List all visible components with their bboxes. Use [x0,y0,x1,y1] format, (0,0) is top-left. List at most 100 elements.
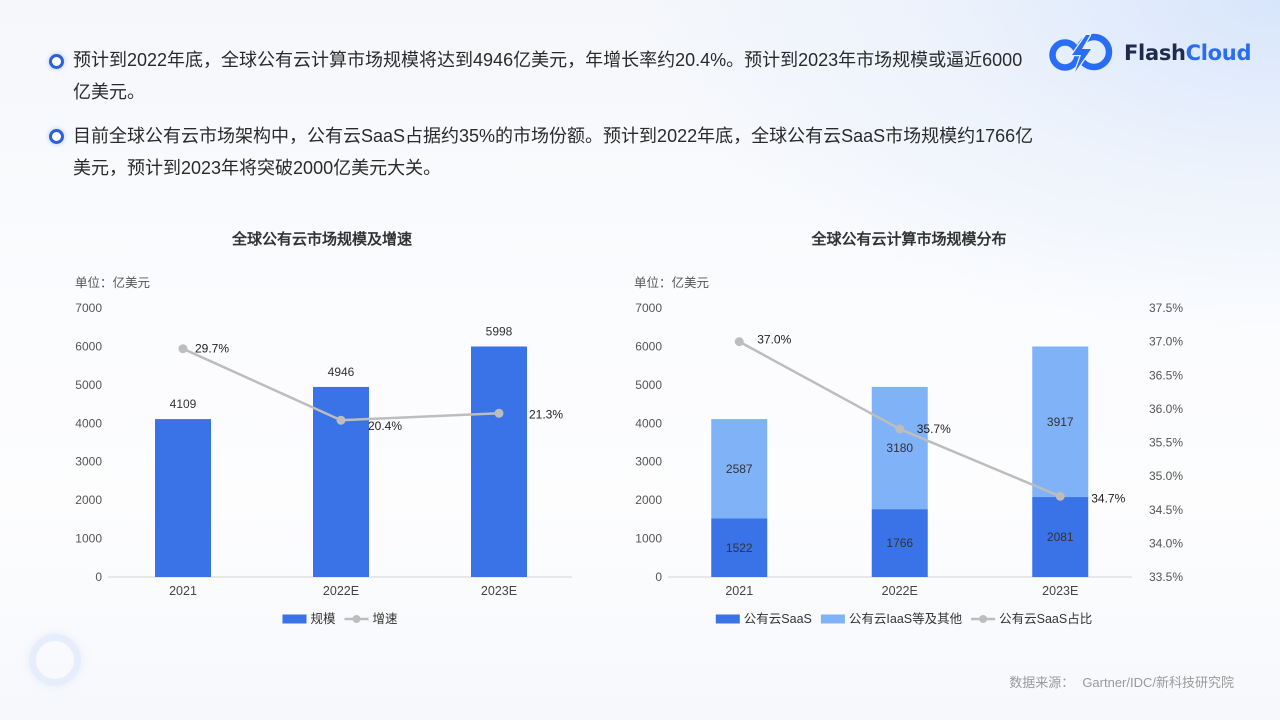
iaas-other-bar-2023e [1032,346,1089,498]
y-axis-tick-label: 5000 [635,378,662,392]
saas-bar-2023e [1032,497,1089,577]
y-axis-tick-label: 7000 [635,301,662,315]
iaas-other-value-label-2022e: 3180 [886,441,913,455]
x-axis-label-2021: 2021 [725,584,753,598]
legend-swatch [820,614,845,624]
saas-bar-2021 [711,518,768,577]
x-axis-label-2022e: 2022E [323,584,359,598]
y2-axis-tick-label: 33.5% [1149,570,1183,584]
data-labels: 1522 1766 2081 2587 3180 3917 37.0% 35.7% 34.7% [726,333,1126,555]
y-axis-tick-label: 4000 [75,416,102,430]
y2-axis-tick-label: 36.5% [1149,368,1183,382]
saas-share-point-2022e [895,424,905,434]
bullet-text: 预计到2022年底，全球公有云计算市场规模将达到4946亿美元，年增长率约20.… [73,50,1023,102]
y-axis-tick-label: 7000 [75,301,102,315]
decorative-ring [29,634,81,686]
y2-axis-tick-label: 36.0% [1149,402,1183,416]
y-axis-tick-label: 1000 [75,532,102,546]
saas-share-value-label-2021: 37.0% [757,333,791,347]
y2-axis-tick-label: 34.5% [1149,503,1183,517]
y2-axis-tick-label: 37.5% [1149,301,1183,315]
bullet-text: 目前全球公有云市场架构中，公有云SaaS占据约35%的市场份额。预计到2022年… [73,126,1034,178]
y2-axis-tick-label: 34.0% [1149,536,1183,550]
x-axis-label-2021: 2021 [169,584,197,598]
scale-value-label-2023e: 5998 [486,325,513,339]
legend: 公有云SaaS 公有云IaaS等及其他 公有云SaaS占比 [715,611,1092,626]
legend-swatch [282,614,307,624]
iaas-other-bar-2022e [871,386,928,510]
legend-item-saas-share: 公有云SaaS占比 [971,611,1092,626]
lines [178,344,504,425]
lines [734,337,1065,501]
y-axis-tick-label: 6000 [75,339,102,353]
y-axis-tick-label: 0 [655,570,662,584]
legend-label: 公有云SaaS占比 [999,611,1092,626]
saas-share-point-2021 [734,337,744,347]
iaas-other-value-label-2021: 2587 [726,462,753,476]
circle-bullet-icon [49,128,64,144]
scale-bar-2021 [155,419,211,577]
data-source-value: Gartner/IDC/新科技研究院 [1082,675,1234,690]
axes: 0 1000 2000 3000 4000 5000 6000 7000 33.5% 34.0% 3… [635,301,1183,598]
legend-item-scale: 规模 [282,611,336,626]
legend: 规模 增速 [282,611,398,626]
bars [711,346,1089,577]
chart-market-distribution: 全球公有云计算市场规模分布 单位：亿美元 0 1000 2000 3000 4000 50… [634,230,1183,626]
saas-share-value-label-2022e: 35.7% [917,422,951,436]
y-axis-tick-label: 0 [95,570,102,584]
data-source: 数据来源： Gartner/IDC/新科技研究院 [1009,674,1234,692]
x-axis-label-2023e: 2023E [1042,584,1078,598]
scale-value-label-2021: 4109 [170,397,197,411]
legend-label: 公有云IaaS等及其他 [849,611,963,626]
legend-marker [352,615,361,623]
x-axis-label-2022e: 2022E [882,584,918,598]
legend-swatch [715,614,740,624]
y-axis-tick-label: 3000 [75,455,102,469]
brand-logo: FlashCloud [1048,33,1252,73]
unit-label: 单位：亿美元 [75,275,150,290]
saas-share-point-2023e [1055,491,1065,501]
y-axis-tick-label: 5000 [75,378,102,392]
chart-market-distribution-plot: 0 1000 2000 3000 4000 5000 6000 7000 33.5% 34.0% 3… [635,301,1183,626]
data-source-label: 数据来源： [1009,675,1075,690]
saas-value-label-2022e: 1766 [886,536,913,550]
chart-title: 全球公有云计算市场规模分布 [810,230,1006,248]
y-axis-tick-label: 2000 [635,493,662,507]
growth-value-label-2023e: 21.3% [529,407,563,421]
saas-value-label-2023e: 2081 [1047,530,1074,544]
growth-value-label-2022e: 20.4% [368,419,402,433]
growth-point-2021 [178,344,188,354]
iaas-other-value-label-2023e: 3917 [1047,415,1074,429]
unit-label: 单位：亿美元 [634,275,709,290]
legend-item-saas: 公有云SaaS [715,612,812,626]
legend-label: 规模 [310,611,336,626]
scale-bar-2022e [313,386,369,577]
legend-label: 增速 [373,611,399,626]
saas-bar-2022e [871,509,928,577]
brand-name-part2: Cloud [1185,41,1252,65]
growth-point-2023e [494,408,504,418]
legend-item-iaas-other: 公有云IaaS等及其他 [820,611,963,626]
legend-item-growth: 增速 [344,611,399,626]
saas-value-label-2021: 1522 [726,541,753,555]
scale-value-label-2022e: 4946 [328,365,355,379]
growth-point-2022e [336,415,346,425]
y-axis-tick-label: 3000 [635,455,662,469]
brand-name: FlashCloud [1124,41,1252,65]
flashcloud-logo-icon [1049,33,1113,73]
y2-axis-tick-label: 37.0% [1149,335,1183,349]
y-axis-tick-label: 1000 [635,532,662,546]
data-labels: 4109 4946 5998 29.7% 20.4% 21.3% [170,325,564,434]
y-axis-tick-label: 6000 [635,339,662,353]
chart-title: 全球公有云市场规模及增速 [231,230,412,248]
brand-name-part1: Flash [1124,41,1186,65]
bars [155,346,527,577]
y2-axis-tick-label: 35.5% [1149,436,1183,450]
legend-marker [979,615,988,623]
x-axis-label-2023e: 2023E [481,584,517,598]
chart-market-size-plot: 0 1000 2000 3000 4000 5000 6000 7000 2021 2022E 20… [75,301,572,626]
growth-value-label-2021: 29.7% [195,342,229,356]
scale-bar-2023e [471,346,527,577]
